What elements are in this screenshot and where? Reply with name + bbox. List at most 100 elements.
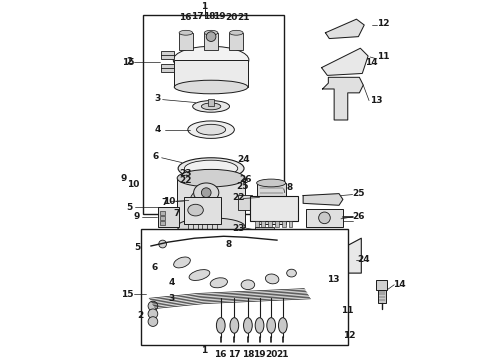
Ellipse shape <box>278 318 287 333</box>
Text: 4: 4 <box>154 125 161 134</box>
Ellipse shape <box>287 269 296 277</box>
Bar <box>255 226 274 238</box>
Text: 23: 23 <box>179 170 192 179</box>
Text: 18: 18 <box>203 12 216 21</box>
Ellipse shape <box>267 318 275 333</box>
Bar <box>179 33 193 50</box>
Text: 22: 22 <box>232 193 245 202</box>
Text: 25: 25 <box>352 189 365 198</box>
Bar <box>161 51 174 59</box>
Text: 7: 7 <box>161 198 168 207</box>
Polygon shape <box>192 238 361 273</box>
Text: 6: 6 <box>151 262 158 271</box>
Text: 17: 17 <box>228 350 241 359</box>
Bar <box>204 33 218 50</box>
Bar <box>177 178 245 226</box>
Text: 12: 12 <box>343 331 356 340</box>
Ellipse shape <box>196 124 225 135</box>
Ellipse shape <box>173 257 191 268</box>
Ellipse shape <box>195 194 212 211</box>
Ellipse shape <box>194 183 219 202</box>
Ellipse shape <box>188 121 234 138</box>
Ellipse shape <box>210 278 227 288</box>
Text: 3: 3 <box>155 94 161 103</box>
Text: 15: 15 <box>122 58 135 67</box>
Text: 14: 14 <box>365 58 377 67</box>
Ellipse shape <box>229 30 243 35</box>
Text: 26: 26 <box>240 175 252 184</box>
Text: 14: 14 <box>393 280 405 289</box>
Ellipse shape <box>201 103 221 110</box>
Text: 1: 1 <box>201 346 208 355</box>
Ellipse shape <box>230 318 239 333</box>
Polygon shape <box>303 194 343 205</box>
Text: 10: 10 <box>163 197 175 206</box>
Text: 4: 4 <box>168 278 174 287</box>
Bar <box>250 195 298 221</box>
Polygon shape <box>322 77 363 120</box>
Text: 13: 13 <box>327 275 339 284</box>
Bar <box>184 197 221 224</box>
Bar <box>282 221 286 226</box>
Bar <box>275 221 279 226</box>
Text: 21: 21 <box>237 13 249 22</box>
Text: 16: 16 <box>215 350 227 359</box>
Circle shape <box>206 32 216 41</box>
Circle shape <box>148 301 158 311</box>
Polygon shape <box>325 19 364 39</box>
Ellipse shape <box>189 270 210 280</box>
Text: 6: 6 <box>153 152 159 161</box>
Bar <box>208 99 214 107</box>
Bar <box>160 216 165 220</box>
Text: 10: 10 <box>127 180 140 189</box>
Text: 19: 19 <box>214 12 226 21</box>
Circle shape <box>201 188 211 198</box>
Bar <box>160 211 165 215</box>
Bar <box>141 229 348 345</box>
Text: 20: 20 <box>265 350 277 359</box>
Text: 2: 2 <box>126 57 133 66</box>
Text: 8: 8 <box>287 183 293 192</box>
Polygon shape <box>321 48 368 75</box>
Ellipse shape <box>190 189 217 216</box>
Text: 9: 9 <box>121 174 127 183</box>
Circle shape <box>148 309 158 319</box>
Ellipse shape <box>193 100 229 112</box>
Ellipse shape <box>177 218 245 235</box>
Text: 24: 24 <box>238 156 250 165</box>
Text: 11: 11 <box>341 306 353 315</box>
Text: 17: 17 <box>191 13 204 22</box>
Text: 19: 19 <box>253 350 266 359</box>
Bar <box>161 64 174 72</box>
Text: 5: 5 <box>126 203 133 212</box>
Text: 23: 23 <box>232 224 245 233</box>
Text: 1: 1 <box>201 2 208 11</box>
Text: 2: 2 <box>137 311 144 320</box>
Bar <box>158 207 179 226</box>
Bar <box>376 280 388 289</box>
Text: 18: 18 <box>242 350 254 359</box>
Text: 3: 3 <box>168 294 174 303</box>
Ellipse shape <box>257 179 286 187</box>
Ellipse shape <box>217 318 225 333</box>
Bar <box>160 221 165 225</box>
Text: 8: 8 <box>225 240 231 249</box>
Text: 13: 13 <box>369 96 382 105</box>
Bar <box>306 209 343 226</box>
Bar <box>238 195 252 210</box>
Bar <box>262 221 266 226</box>
Ellipse shape <box>188 204 203 216</box>
Text: 25: 25 <box>236 182 249 191</box>
Text: 22: 22 <box>179 176 192 185</box>
Ellipse shape <box>204 30 218 35</box>
Bar <box>255 221 259 226</box>
Ellipse shape <box>178 158 244 179</box>
Ellipse shape <box>174 80 248 94</box>
Text: 12: 12 <box>377 19 390 28</box>
Text: 26: 26 <box>352 212 365 221</box>
Text: 21: 21 <box>276 350 289 359</box>
Ellipse shape <box>184 160 238 177</box>
Bar <box>174 60 248 87</box>
Text: 20: 20 <box>225 13 238 22</box>
Text: 15: 15 <box>122 290 134 299</box>
